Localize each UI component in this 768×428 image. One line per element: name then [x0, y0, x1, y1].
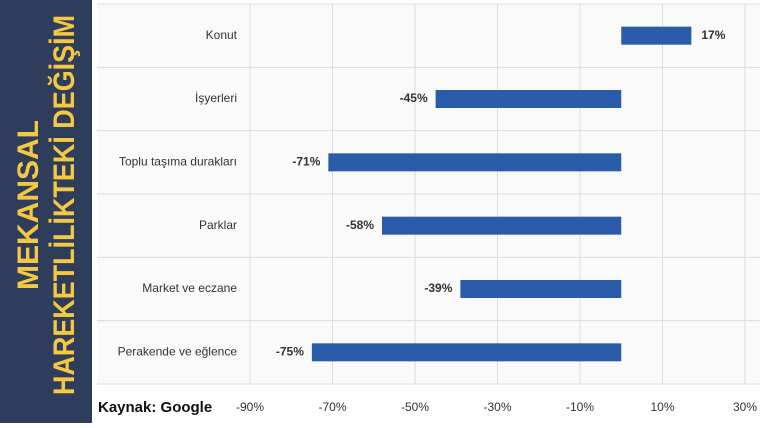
- bar: [328, 153, 622, 172]
- data-label: -58%: [346, 218, 374, 232]
- data-label: -45%: [400, 91, 428, 105]
- bar: [435, 90, 622, 108]
- y-tick-label: Konut: [206, 28, 238, 42]
- source: Kaynak: Google: [98, 399, 212, 416]
- x-tick-label: 30%: [733, 400, 757, 414]
- data-label: -75%: [276, 345, 304, 359]
- x-tick-label: -90%: [236, 400, 264, 414]
- x-tick-label: 10%: [650, 400, 674, 414]
- y-tick-label: Perakende ve eğlence: [118, 345, 238, 359]
- chart-title: MEKANSAL: [12, 120, 45, 290]
- data-label: -71%: [292, 155, 320, 169]
- data-label: -39%: [424, 281, 452, 295]
- bar: [311, 343, 622, 362]
- chart-title: HAREKETLİLİKTEKİ DEĞİŞİM: [47, 15, 81, 395]
- bar: [621, 26, 692, 45]
- y-tick-label: Parklar: [199, 218, 237, 232]
- x-tick-label: -30%: [483, 400, 511, 414]
- x-tick-label: -50%: [401, 400, 429, 414]
- y-tick-label: Market ve eczane: [142, 281, 237, 295]
- x-tick-label: -10%: [566, 400, 594, 414]
- y-tick-label: Toplu taşıma durakları: [119, 155, 237, 169]
- x-tick-label: -70%: [318, 400, 346, 414]
- y-tick-label: İşyerleri: [195, 91, 237, 105]
- data-label: 17%: [701, 28, 725, 42]
- bar: [460, 280, 622, 298]
- bar: [382, 216, 622, 235]
- title-panel: [0, 0, 92, 423]
